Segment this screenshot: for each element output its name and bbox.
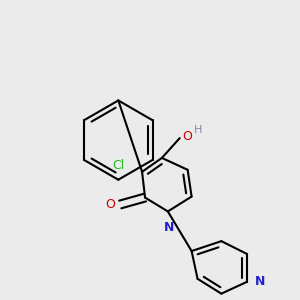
Text: H: H	[194, 125, 202, 135]
Text: O: O	[183, 130, 193, 142]
Text: N: N	[255, 275, 266, 288]
Text: Cl: Cl	[112, 159, 124, 172]
Text: O: O	[105, 198, 115, 211]
Text: N: N	[164, 221, 174, 234]
